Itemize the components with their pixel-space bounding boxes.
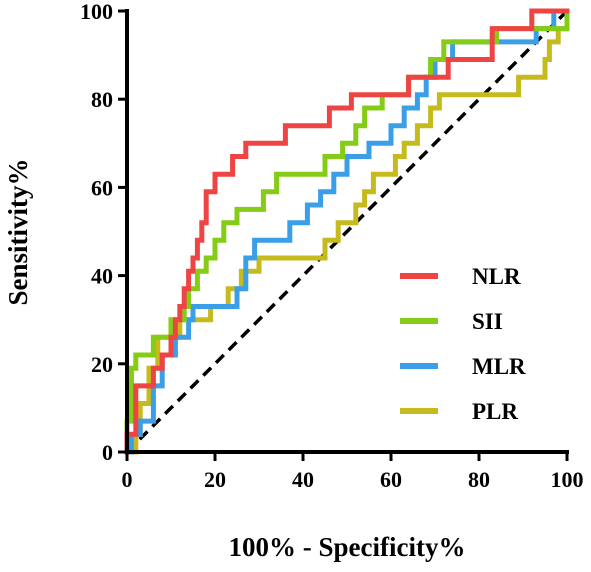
legend-label-plr: PLR [472, 399, 518, 424]
y-tick-label: 0 [102, 440, 113, 465]
x-axis-title: 100% - Specificity% [229, 532, 466, 562]
legend-label-mlr: MLR [472, 354, 526, 379]
y-tick-label: 80 [91, 87, 113, 112]
y-tick-label: 60 [91, 175, 113, 200]
series-line-nlr [124, 8, 570, 455]
x-tick-label: 20 [204, 467, 226, 492]
legend-label-sii: SII [472, 309, 503, 334]
x-tick-label: 40 [292, 467, 314, 492]
legend-label-nlr: NLR [472, 264, 521, 289]
x-tick-label: 100 [551, 467, 584, 492]
x-tick-label: 60 [380, 467, 402, 492]
x-tick-label: 0 [122, 467, 133, 492]
y-tick-label: 100 [80, 0, 113, 24]
reference-diagonal-line [125, 9, 569, 454]
y-axis-title: Sensitivity% [3, 158, 33, 305]
y-tick-label: 20 [91, 352, 113, 377]
y-tick-label: 40 [91, 264, 113, 289]
x-tick-label: 80 [468, 467, 490, 492]
